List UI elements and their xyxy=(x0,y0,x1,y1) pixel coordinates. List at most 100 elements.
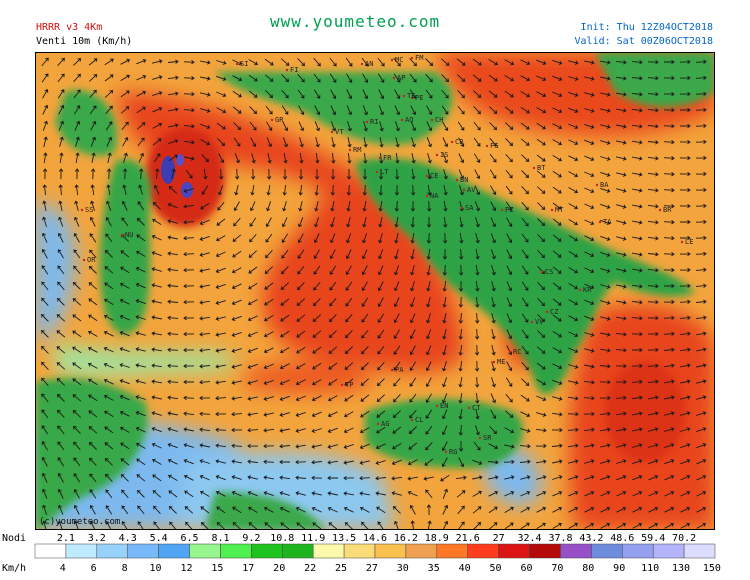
wind-vector-field xyxy=(40,57,707,530)
wind-arrow xyxy=(568,283,578,290)
wind-arrow xyxy=(520,106,530,114)
wind-arrow xyxy=(426,121,433,132)
wind-arrow xyxy=(297,89,305,99)
wind-arrow xyxy=(344,378,354,386)
city-marker xyxy=(680,240,684,244)
legend-swatch xyxy=(34,543,67,559)
wind-arrow xyxy=(631,379,643,384)
website-title[interactable]: www.youmeteo.com xyxy=(270,12,441,31)
wind-arrow xyxy=(664,474,675,481)
wind-arrow xyxy=(458,296,464,308)
wind-arrow xyxy=(411,168,416,180)
wind-arrow xyxy=(249,121,257,131)
wind-arrow xyxy=(472,475,483,480)
wind-arrow xyxy=(491,281,496,292)
wind-arrow xyxy=(264,74,274,82)
wind-arrow xyxy=(695,123,707,129)
wind-arrow xyxy=(441,425,448,436)
wind-arrow xyxy=(647,188,659,193)
wind-arrow xyxy=(616,172,627,177)
wind-arrow xyxy=(201,185,209,195)
wind-arrow xyxy=(88,58,98,66)
city-label: CL xyxy=(415,416,423,424)
wind-arrow xyxy=(250,185,255,196)
wind-arrow xyxy=(505,154,513,163)
wind-arrow xyxy=(505,393,513,403)
wind-arrow xyxy=(663,75,675,81)
wind-arrow xyxy=(362,184,367,196)
wind-arrow xyxy=(520,475,531,480)
wind-arrow xyxy=(442,328,447,340)
wind-arrow xyxy=(281,217,288,228)
wind-arrow xyxy=(616,140,627,145)
wind-arrow xyxy=(248,90,258,98)
wind-arrow xyxy=(664,379,675,384)
wind-arrow xyxy=(263,396,274,401)
wind-arrow xyxy=(248,250,257,258)
wind-arrow xyxy=(680,123,691,129)
wind-arrow xyxy=(506,329,513,340)
wind-arrow xyxy=(663,267,675,273)
wind-arrow xyxy=(167,267,179,272)
wind-arrow xyxy=(103,394,114,401)
wind-arrow xyxy=(264,522,274,530)
wind-arrow xyxy=(552,314,562,322)
wind-arrow xyxy=(600,140,611,145)
wind-arrow xyxy=(537,297,545,307)
wind-arrow xyxy=(183,395,195,401)
wind-arrow xyxy=(344,394,354,402)
wind-arrow xyxy=(58,104,65,115)
wind-arrow xyxy=(536,75,547,82)
wind-arrow xyxy=(330,201,335,212)
legend-kmh-value: 27 xyxy=(366,563,378,574)
wind-arrow xyxy=(247,347,258,354)
wind-arrow xyxy=(600,332,611,337)
wind-arrow xyxy=(327,506,338,513)
wind-arrow xyxy=(72,410,82,418)
wind-arrow xyxy=(567,427,579,433)
wind-arrow xyxy=(632,140,643,145)
wind-arrow xyxy=(42,504,48,515)
wind-arrow xyxy=(426,265,431,276)
wind-arrow xyxy=(359,491,370,496)
wind-arrow xyxy=(408,426,417,435)
wind-arrow xyxy=(615,411,627,416)
wind-arrow xyxy=(72,281,81,290)
wind-arrow xyxy=(279,428,290,433)
wind-arrow xyxy=(491,361,496,372)
city-label: CZ xyxy=(550,308,558,316)
wind-arrow xyxy=(441,74,450,83)
wind-arrow xyxy=(215,300,226,305)
wind-arrow xyxy=(488,490,499,497)
wind-arrow xyxy=(552,186,562,194)
city-label: OR xyxy=(87,256,96,264)
wind-arrow xyxy=(551,427,563,433)
wind-arrow xyxy=(631,76,643,81)
wind-arrow xyxy=(57,73,65,83)
legend-swatch xyxy=(591,543,623,559)
wind-arrow xyxy=(41,361,49,371)
city-marker xyxy=(120,233,124,237)
wind-arrow xyxy=(679,347,691,352)
wind-arrow xyxy=(568,171,579,178)
wind-arrow xyxy=(106,136,113,147)
wind-arrow xyxy=(377,521,385,530)
wind-arrow xyxy=(375,476,387,481)
wind-arrow xyxy=(329,57,337,67)
wind-arrow xyxy=(631,316,643,321)
wind-arrow xyxy=(696,363,707,368)
wind-arrow xyxy=(393,313,400,324)
wind-arrow xyxy=(231,427,243,433)
wind-arrow xyxy=(168,123,179,128)
wind-arrow xyxy=(442,232,448,244)
wind-arrow xyxy=(152,75,163,80)
city-marker xyxy=(455,178,459,182)
wind-arrow xyxy=(520,506,531,513)
city-marker xyxy=(492,360,496,364)
wind-arrow xyxy=(311,491,322,496)
wind-arrow xyxy=(136,106,146,114)
wind-arrow xyxy=(474,425,480,436)
wind-arrow xyxy=(279,395,290,401)
wind-arrow xyxy=(280,282,290,290)
wind-arrow xyxy=(537,330,546,338)
